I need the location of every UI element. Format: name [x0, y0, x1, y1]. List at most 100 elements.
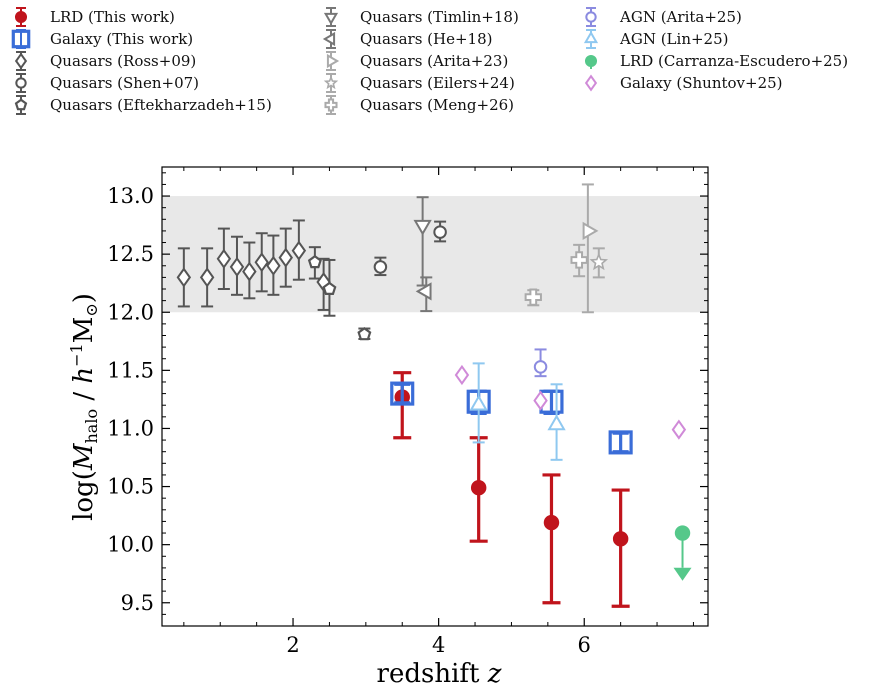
data-point	[582, 221, 599, 241]
data-point	[357, 326, 372, 341]
legend-marker-quasars-eilers	[323, 73, 339, 93]
data-point	[266, 255, 281, 276]
series-13	[454, 364, 687, 440]
y-tick-label: 10.0	[107, 533, 154, 557]
data-point	[242, 261, 257, 282]
legend-label: Quasars (Shen+07)	[50, 74, 200, 92]
data-point	[543, 514, 560, 531]
series-1	[390, 381, 633, 455]
series-12	[673, 525, 692, 581]
data-point	[612, 531, 629, 547]
series-6	[415, 276, 433, 313]
legend-label: LRD (This work)	[50, 8, 175, 26]
legend-marker-lrd-this-work	[14, 7, 28, 27]
data-point	[254, 252, 269, 273]
data-point	[533, 390, 548, 411]
data-point	[524, 288, 542, 306]
legend-marker-quasars-he	[322, 29, 336, 49]
upper-limit-arrow	[673, 567, 692, 581]
legend-symbol	[14, 10, 28, 24]
y-tick-label: 10.5	[107, 475, 154, 499]
data-point	[307, 254, 322, 269]
series-0	[393, 371, 630, 608]
series-5	[413, 196, 432, 287]
legend-marker-galaxy-this-work	[11, 29, 31, 49]
y-tick-label: 12.5	[107, 242, 154, 266]
data-point	[176, 267, 192, 288]
series-4	[307, 246, 372, 341]
plot-area: 2 4 6 9.5 10.0 10.5 11.0 11.5 12.0 12.5 13.0	[107, 166, 709, 657]
legend-symbol	[585, 11, 597, 23]
data-point	[199, 267, 215, 288]
legend-symbol	[14, 98, 28, 111]
legend-label: Quasars (Meng+26)	[360, 96, 515, 114]
data-point	[589, 252, 609, 271]
legend-label: Galaxy (Shuntov+25)	[620, 74, 783, 92]
plot-frame	[161, 166, 709, 627]
x-axis-label: redshift z	[377, 659, 502, 689]
x-tick-label: 4	[432, 633, 445, 657]
legend-label: AGN (Arita+25)	[620, 8, 742, 26]
series-11	[469, 362, 566, 461]
series-9	[524, 243, 588, 307]
legend-label: AGN (Lin+25)	[620, 30, 729, 48]
x-tick-label: 2	[286, 633, 299, 657]
legend-label: Quasars (Ross+09)	[50, 52, 197, 70]
legend-label: Quasars (Arita+23)	[360, 52, 509, 70]
legend-marker-quasars-eftekharzadeh	[14, 95, 28, 115]
data-point	[533, 360, 548, 374]
y-tick-label: 12.0	[107, 300, 154, 324]
legend-marker-quasars-shen	[15, 73, 27, 93]
data-point	[278, 247, 293, 268]
data-point	[671, 419, 687, 440]
legend-marker-quasars-meng	[324, 95, 338, 115]
legend-marker-galaxy-shuntov	[584, 74, 598, 92]
data-point	[454, 364, 470, 386]
legend-symbol	[323, 12, 339, 26]
x-tick-label: 6	[578, 633, 591, 657]
data-point	[469, 394, 488, 411]
legend-marker-quasars-arita23	[326, 51, 340, 71]
data-point	[433, 225, 447, 239]
data-point	[322, 281, 337, 295]
legend-label: Galaxy (This work)	[50, 30, 194, 48]
data-point	[229, 256, 245, 278]
data-point	[373, 260, 388, 274]
y-tick-label: 9.5	[121, 591, 154, 615]
legend-label: Quasars (Eilers+24)	[360, 74, 515, 92]
data-point	[570, 251, 588, 269]
legend-marker-lrd-carranza	[584, 54, 598, 69]
y-axis-label: log(Mhalo / h−1M⊙)	[67, 293, 101, 521]
legend-label: Quasars (Eftekharzadeh+15)	[50, 96, 272, 114]
legend-label: Quasars (He+18)	[360, 30, 493, 48]
series-10	[533, 348, 548, 378]
data-point	[415, 282, 432, 301]
legend-marker-quasars-ross	[14, 51, 28, 71]
legend-symbol	[323, 75, 339, 90]
data-point	[608, 430, 633, 455]
legend-symbol	[11, 29, 31, 49]
legend-symbol	[322, 31, 336, 47]
series-2	[176, 219, 331, 311]
series-8	[589, 247, 609, 279]
data-point	[674, 525, 691, 541]
y-tick-label: 11.5	[107, 358, 154, 382]
legend-marker-agn-arita25	[585, 7, 597, 27]
data-point	[547, 414, 566, 431]
data-point	[413, 219, 432, 236]
legend-marker-agn-lin	[583, 29, 599, 49]
legend-symbol	[326, 53, 340, 69]
data-point	[390, 381, 415, 406]
series-3	[373, 220, 447, 277]
legend-label: LRD (Carranza-Escudero+25)	[620, 52, 849, 70]
series-7	[581, 183, 599, 314]
legend-symbol	[583, 30, 599, 44]
data-point	[470, 479, 487, 496]
data-point	[216, 248, 232, 269]
y-tick-label: 13.0	[107, 184, 154, 208]
legend-symbol	[15, 77, 27, 89]
legend-symbol	[584, 54, 598, 68]
y-tick-label: 11.0	[107, 416, 154, 440]
legend-symbol	[14, 52, 28, 70]
